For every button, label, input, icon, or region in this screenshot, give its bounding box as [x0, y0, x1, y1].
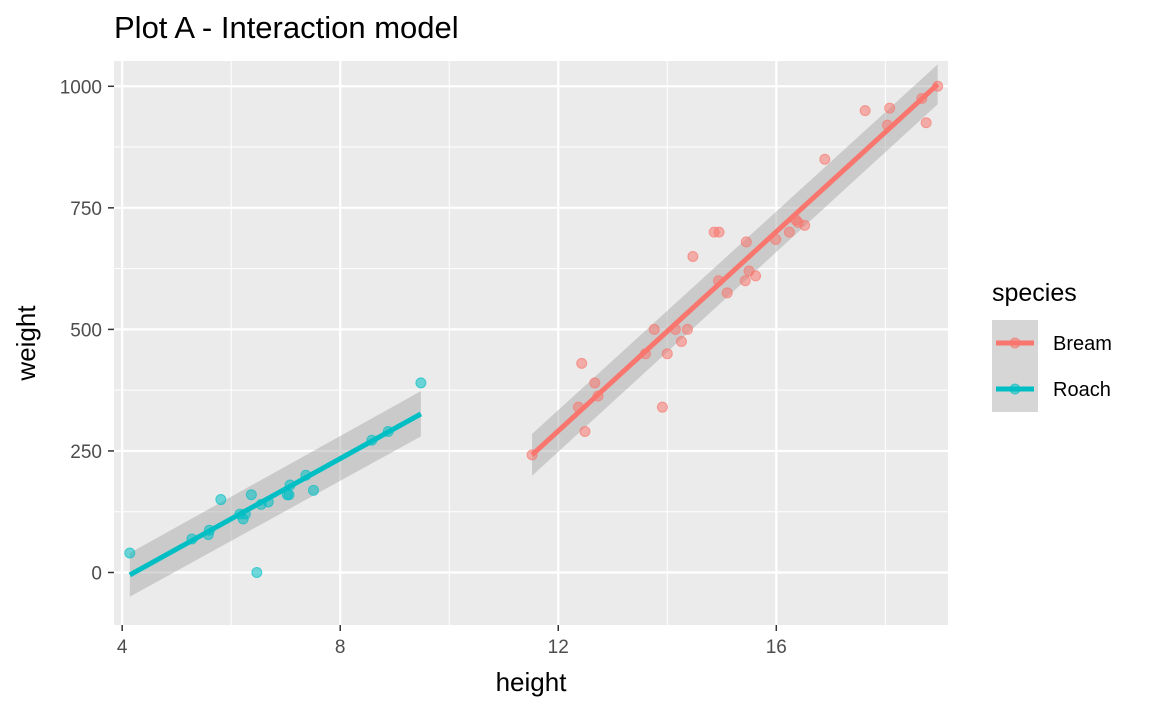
- data-point-bream: [920, 117, 932, 129]
- y-tick-label: 750: [70, 199, 102, 220]
- y-tick-label: 250: [70, 442, 102, 463]
- legend-keys: Bream Roach: [992, 320, 1112, 412]
- plot-panel: [114, 61, 948, 625]
- data-point-roach: [245, 489, 257, 501]
- data-point-bream: [750, 270, 762, 282]
- data-point-bream: [661, 348, 673, 360]
- data-point-roach: [215, 494, 227, 506]
- regression-line-bream: [530, 82, 940, 457]
- x-tick-label: 8: [335, 637, 346, 658]
- data-point-bream: [713, 226, 725, 238]
- legend-label-roach: Roach: [1053, 379, 1111, 401]
- data-point-bream: [589, 377, 601, 389]
- legend-label-bream: Bream: [1053, 333, 1112, 355]
- x-tick-label: 4: [117, 637, 128, 658]
- data-point-bream: [799, 219, 811, 231]
- data-point-bream: [681, 323, 693, 335]
- data-point-bream: [884, 102, 896, 114]
- x-axis-title: height: [496, 667, 568, 697]
- data-point-bream: [739, 275, 751, 287]
- data-point-roach: [251, 566, 263, 578]
- minor-gridlines: [114, 61, 948, 634]
- regression-lines: [128, 82, 940, 578]
- data-point-bream: [740, 236, 752, 248]
- data-point-bream: [687, 250, 699, 262]
- data-point-bream: [579, 425, 591, 437]
- data-point-bream: [721, 287, 733, 299]
- data-point-roach: [415, 377, 427, 389]
- data-point-bream: [783, 226, 795, 238]
- y-tick-label: 1000: [60, 77, 102, 98]
- legend-title: species: [992, 279, 1077, 307]
- data-point-bream: [859, 105, 871, 117]
- x-axis-ticks: 4 8 12 16: [117, 625, 787, 658]
- data-point-roach: [308, 484, 320, 496]
- data-point-bream: [576, 357, 588, 369]
- legend: species Bream Roach: [992, 279, 1112, 412]
- chart-title: Plot A - Interaction model: [114, 10, 459, 45]
- y-tick-label: 500: [70, 320, 102, 341]
- regression-line-roach: [128, 411, 423, 578]
- legend-key-point-bream: [1009, 337, 1021, 349]
- data-point-roach: [124, 547, 136, 559]
- y-axis-title: weight: [11, 305, 41, 382]
- y-axis-ticks: 0 250 500 750 1000: [60, 77, 114, 584]
- x-tick-label: 12: [548, 637, 569, 658]
- data-point-bream: [656, 401, 668, 413]
- data-point-bream: [648, 323, 660, 335]
- data-point-bream: [819, 153, 831, 165]
- data-point-bream: [675, 336, 687, 348]
- legend-key-point-roach: [1009, 383, 1021, 395]
- x-tick-label: 16: [766, 637, 787, 658]
- y-tick-label: 0: [91, 563, 102, 584]
